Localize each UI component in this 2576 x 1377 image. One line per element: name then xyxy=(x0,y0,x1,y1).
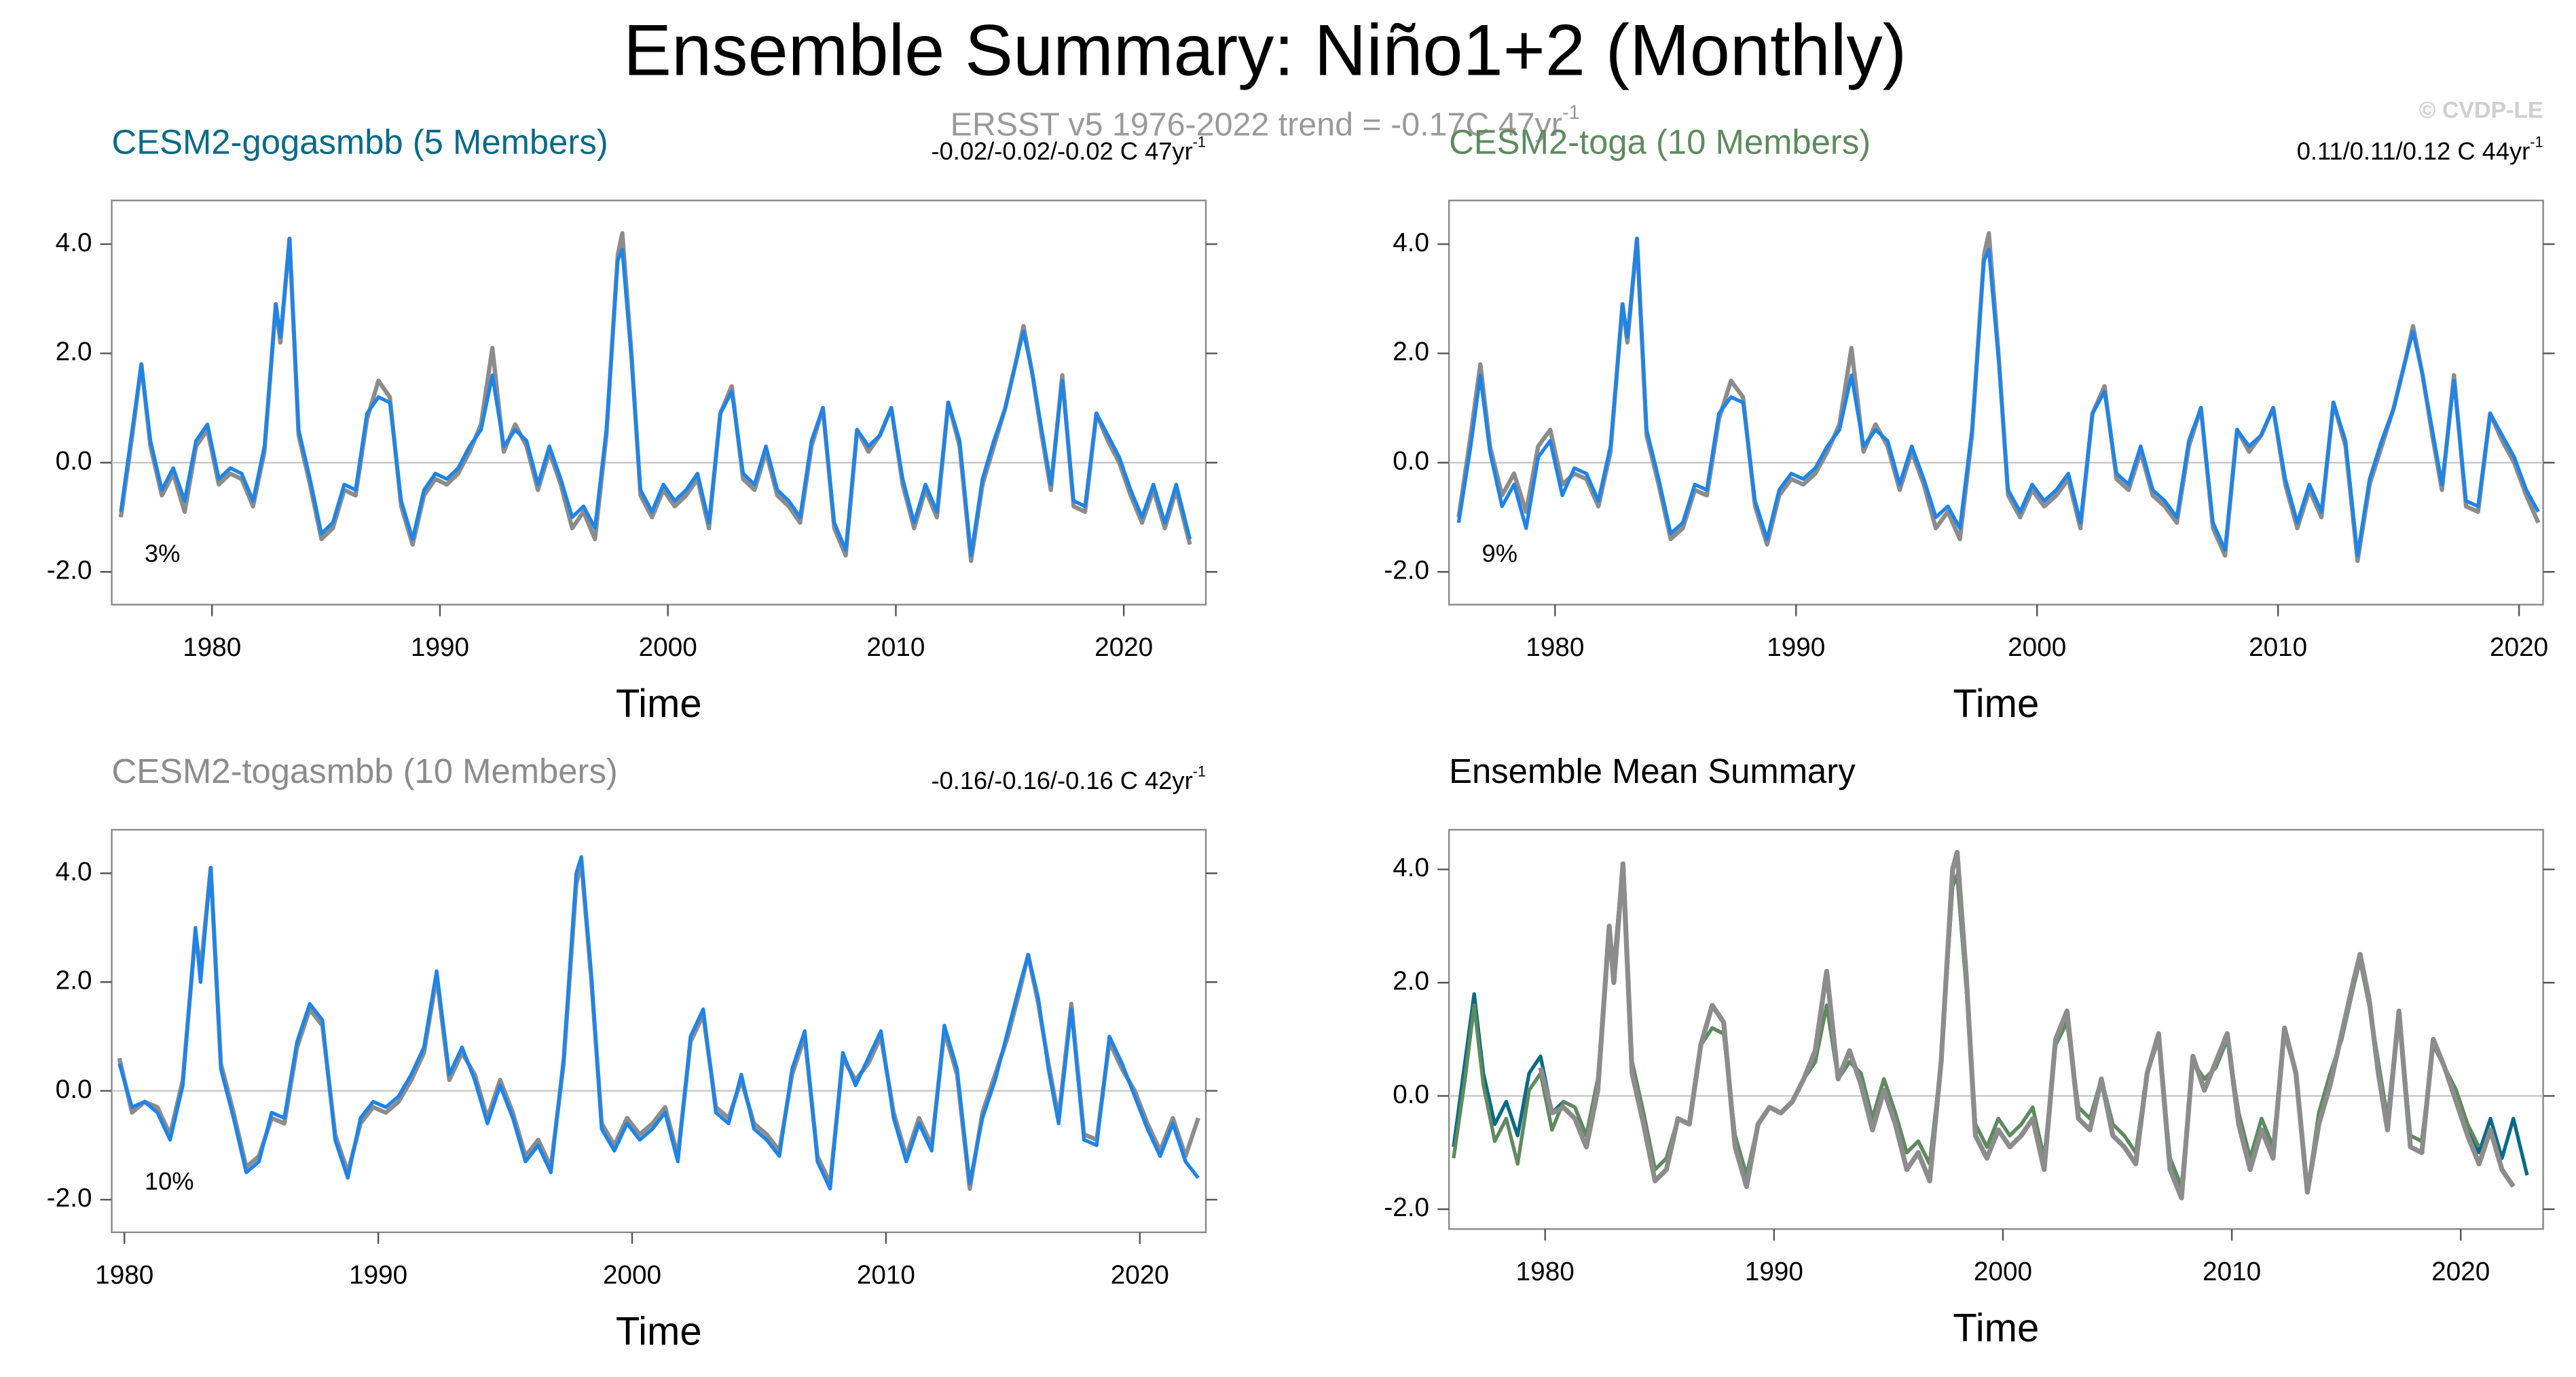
y-tick-label: 2.0 xyxy=(1393,966,1429,995)
y-tick-label: 0.0 xyxy=(1393,1080,1429,1109)
panel-title: CESM2-gogasmbb (5 Members) xyxy=(112,122,608,161)
x-tick-label: 2020 xyxy=(2490,633,2548,662)
x-tick-label: 2010 xyxy=(2249,633,2307,662)
trend-label: 0.11/0.11/0.12 C 44yr-1 xyxy=(2297,133,2543,164)
x-tick-label: 2020 xyxy=(2431,1257,2490,1287)
trend-label-main: 0.11/0.11/0.12 C 44yr xyxy=(2297,137,2531,165)
y-tick-label: -2.0 xyxy=(47,1183,92,1213)
annotation: 3% xyxy=(145,540,180,568)
x-tick-label: 1990 xyxy=(1745,1257,1803,1287)
x-tick-label: 1980 xyxy=(95,1260,153,1289)
y-tick-label: 2.0 xyxy=(56,337,92,367)
y-tick-label: 4.0 xyxy=(56,857,92,886)
series-line xyxy=(1538,849,2516,1200)
x-axis-label: Time xyxy=(616,682,702,726)
trend-label-sup: -1 xyxy=(2530,133,2543,150)
plot-frame xyxy=(111,828,1207,1234)
x-tick-label: 2020 xyxy=(1111,1260,1169,1289)
y-tick-label: -2.0 xyxy=(1384,1193,1429,1222)
x-tick-label: 1990 xyxy=(1767,633,1825,662)
annotation: 9% xyxy=(1482,540,1517,568)
x-tick-label: 2020 xyxy=(1094,633,1153,662)
y-tick-label: 4.0 xyxy=(1393,228,1429,257)
x-tick-label: 2010 xyxy=(2203,1257,2261,1287)
plot-frame xyxy=(111,200,1207,606)
x-tick-label: 1990 xyxy=(411,633,469,662)
y-tick-label: -2.0 xyxy=(47,555,92,585)
series-line xyxy=(117,855,1200,1191)
plot-frame xyxy=(1448,200,2544,606)
panel-title: Ensemble Mean Summary xyxy=(1449,752,1856,790)
series-line xyxy=(1456,236,2540,557)
x-axis-label: Time xyxy=(1953,1306,2039,1350)
panel-title: CESM2-togasmbb (10 Members) xyxy=(112,752,618,790)
subtitle-sup: -1 xyxy=(1562,102,1580,124)
y-tick-label: 0.0 xyxy=(56,1075,92,1104)
x-tick-label: 2000 xyxy=(603,1260,661,1289)
x-tick-label: 2000 xyxy=(1974,1257,2032,1287)
subtitle-main: ERSST v5 1976-2022 trend = -0.17C 47yr xyxy=(951,106,1562,143)
subtitle: ERSST v5 1976-2022 trend = -0.17C 47yr-1 xyxy=(951,102,1580,143)
y-tick-label: 4.0 xyxy=(56,228,92,257)
x-axis-label: Time xyxy=(616,1309,702,1353)
trend-label: -0.16/-0.16/-0.16 C 42yr-1 xyxy=(931,763,1206,794)
panel-title: CESM2-toga (10 Members) xyxy=(1449,122,1871,161)
trend-label-sup: -1 xyxy=(1193,133,1206,150)
trend-label: -0.02/-0.02/-0.02 C 47yr-1 xyxy=(931,133,1206,164)
page-title: Ensemble Summary: Niño1+2 (Monthly) xyxy=(623,10,1907,90)
y-tick-label: 2.0 xyxy=(1393,337,1429,367)
x-axis-label: Time xyxy=(1953,682,2039,726)
x-tick-label: 2010 xyxy=(866,633,925,662)
y-tick-label: 0.0 xyxy=(1393,447,1429,476)
x-tick-label: 1980 xyxy=(183,633,241,662)
x-tick-label: 2000 xyxy=(639,633,697,662)
y-tick-label: 0.0 xyxy=(56,447,92,476)
y-tick-label: 2.0 xyxy=(56,966,92,995)
trend-label-main: -0.16/-0.16/-0.16 C 42yr xyxy=(931,766,1192,794)
x-tick-label: 2000 xyxy=(2008,633,2066,662)
x-tick-label: 1980 xyxy=(1516,1257,1575,1287)
credit: © CVDP-LE xyxy=(2419,98,2543,124)
x-tick-label: 1980 xyxy=(1526,633,1584,662)
trend-label-sup: -1 xyxy=(1193,763,1206,779)
annotation: 10% xyxy=(145,1167,194,1195)
x-tick-label: 1990 xyxy=(349,1260,407,1289)
x-tick-label: 2010 xyxy=(857,1260,915,1289)
y-tick-label: 4.0 xyxy=(1393,853,1429,883)
series-line xyxy=(119,236,1192,557)
plot-frame xyxy=(1448,828,2544,1230)
trend-label-main: -0.02/-0.02/-0.02 C 47yr xyxy=(931,137,1192,165)
y-tick-label: -2.0 xyxy=(1384,555,1429,585)
